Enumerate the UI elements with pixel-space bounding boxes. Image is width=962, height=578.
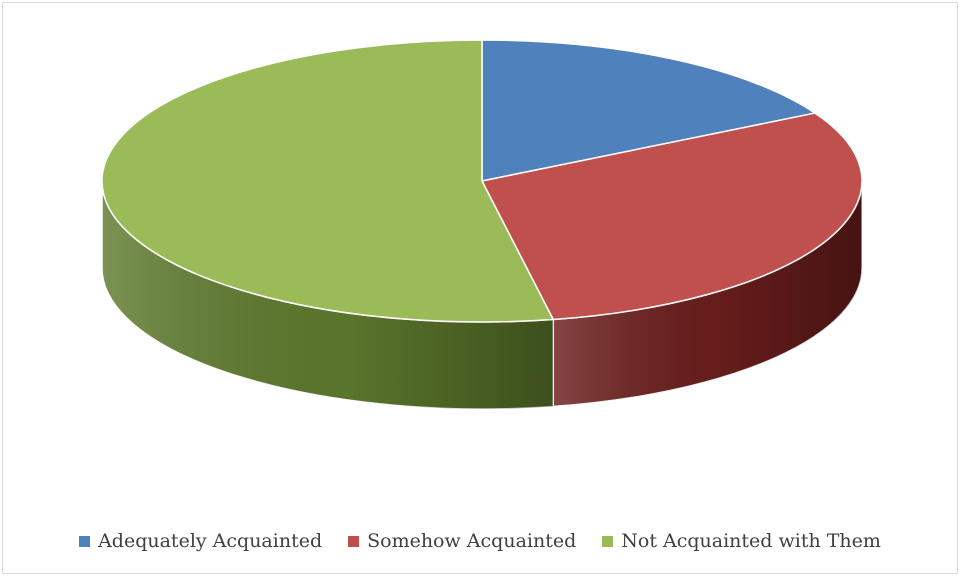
legend-label-somehow-acquainted: Somehow Acquainted	[367, 530, 577, 552]
legend: Adequately Acquainted Somehow Acquainted…	[3, 530, 957, 552]
legend-label-not-acquainted-with-them: Not Acquainted with Them	[621, 530, 881, 552]
pie-side-shade-not-acquainted-with-them	[102, 181, 554, 409]
pie-side-shade-somehow-acquainted	[553, 181, 863, 407]
pie-sides	[101, 180, 863, 410]
pie-tops	[101, 39, 863, 323]
legend-item-not-acquainted-with-them: Not Acquainted with Them	[602, 530, 881, 552]
pie-slice-somehow-acquainted	[481, 112, 863, 321]
legend-swatch-adequately-acquainted	[79, 535, 91, 547]
legend-item-adequately-acquainted: Adequately Acquainted	[79, 530, 322, 552]
legend-label-adequately-acquainted: Adequately Acquainted	[98, 530, 323, 552]
pie-slice-adequately-acquainted	[481, 39, 816, 182]
legend-swatch-not-acquainted-with-them	[602, 535, 614, 547]
legend-swatch-somehow-acquainted	[348, 535, 360, 547]
pie-slice-not-acquainted-with-them	[101, 39, 554, 323]
legend-item-somehow-acquainted: Somehow Acquainted	[348, 530, 576, 552]
pie-chart	[101, 39, 863, 410]
